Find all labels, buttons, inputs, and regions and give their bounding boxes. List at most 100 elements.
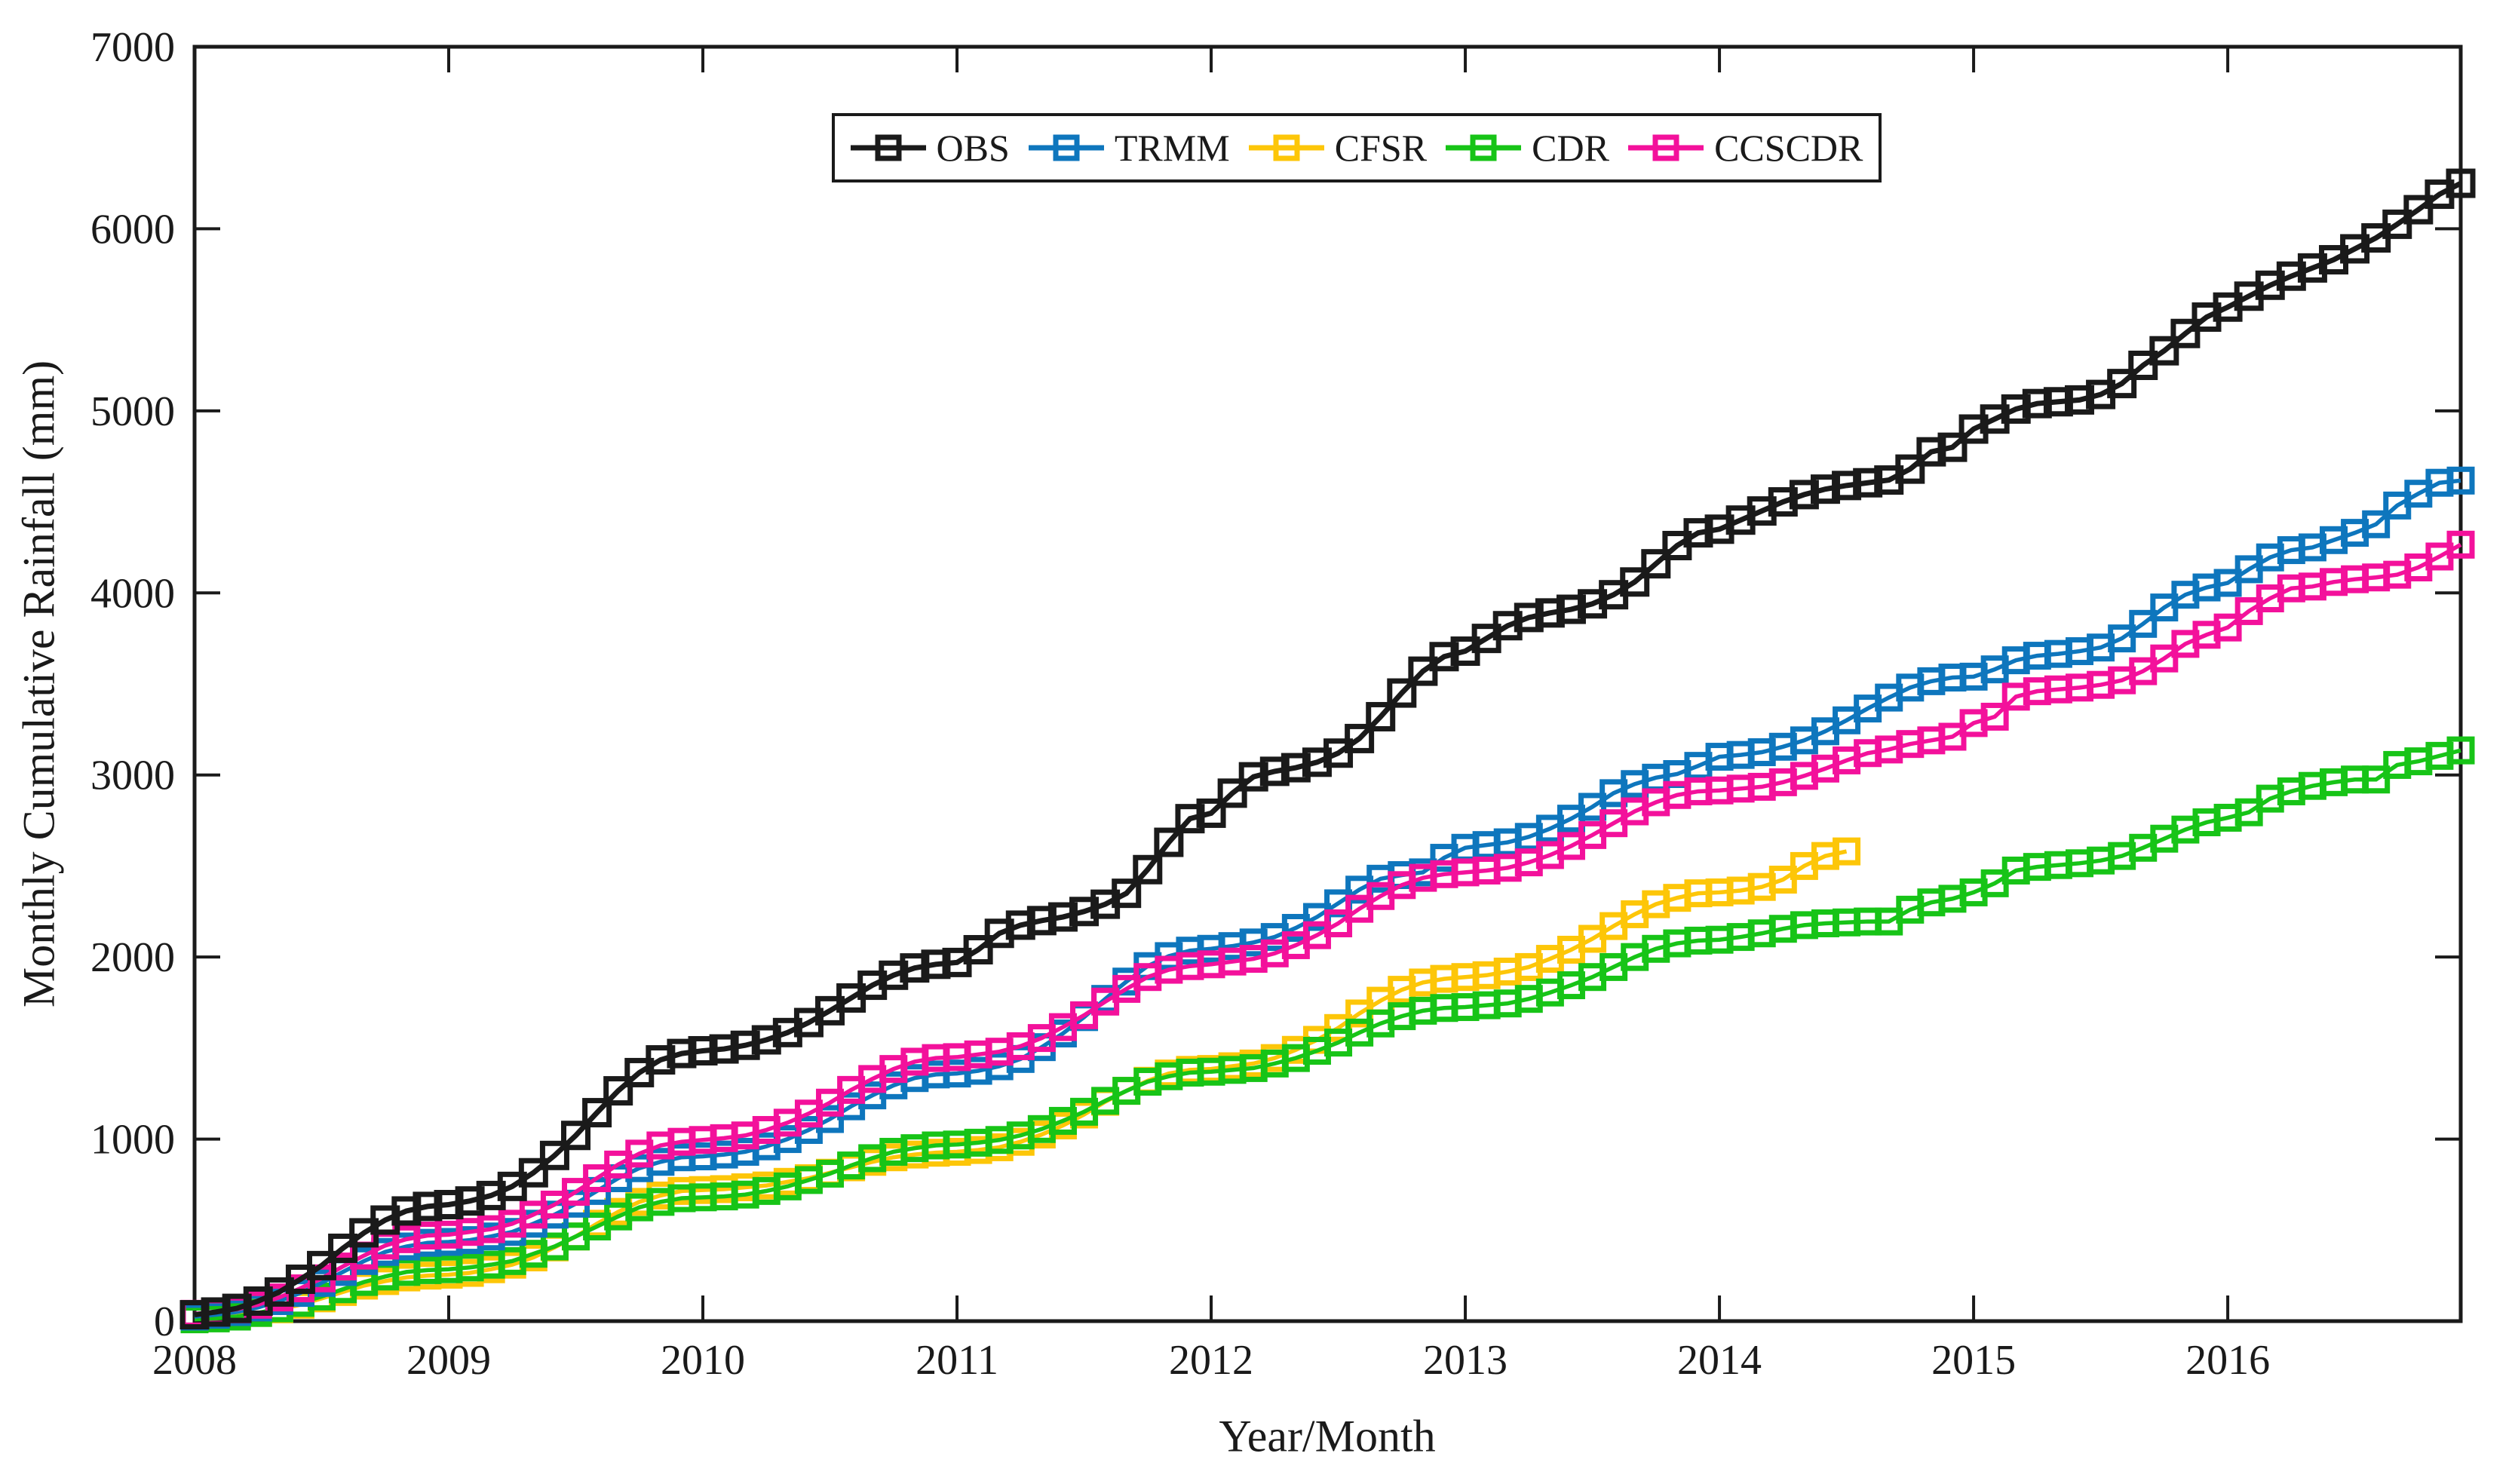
data-point-marker xyxy=(2001,394,2031,424)
x-tick-label: 2016 xyxy=(2185,1337,2270,1384)
data-point-marker xyxy=(1514,602,1544,633)
data-point-marker xyxy=(243,1286,273,1316)
data-point-marker xyxy=(1154,827,1184,857)
data-point-marker xyxy=(2108,624,2136,653)
data-point-marker xyxy=(222,1293,252,1323)
data-point-marker xyxy=(1112,878,1142,909)
data-point-marker xyxy=(2446,466,2475,495)
data-point-marker xyxy=(434,1189,464,1219)
data-point-marker xyxy=(2043,387,2073,417)
legend-cfsr-marker-icon xyxy=(1248,134,1324,161)
data-point-marker xyxy=(730,1030,760,1060)
data-point-marker xyxy=(2297,253,2327,283)
data-point-marker xyxy=(2150,644,2179,673)
x-tick-label: 2015 xyxy=(1931,1337,2016,1384)
data-point-marker xyxy=(646,1045,676,1075)
legend-cdr-marker-icon xyxy=(1446,134,1522,161)
legend-item-cfsr: CFSR xyxy=(1248,129,1427,167)
data-point-marker xyxy=(1747,496,1777,526)
data-point-marker xyxy=(2446,168,2476,198)
data-point-marker xyxy=(455,1186,485,1216)
data-point-marker xyxy=(2276,261,2306,291)
data-point-marker xyxy=(1366,701,1396,731)
data-point-marker xyxy=(1641,549,1671,579)
data-point-marker xyxy=(1302,747,1332,777)
data-point-marker xyxy=(1535,598,1565,628)
data-point-marker xyxy=(1916,437,1946,467)
data-point-marker xyxy=(879,960,909,990)
y-tick-label: 2000 xyxy=(90,934,175,981)
x-axis-title: Year/Month xyxy=(1219,1411,1436,1461)
data-point-marker xyxy=(1238,762,1268,792)
data-point-marker xyxy=(539,1140,569,1170)
data-point-marker xyxy=(2213,613,2242,642)
data-point-marker xyxy=(1853,468,1883,498)
data-point-marker xyxy=(1387,678,1417,708)
data-point-marker xyxy=(476,1180,506,1210)
data-point-marker xyxy=(2064,385,2094,415)
data-point-marker xyxy=(1620,567,1650,597)
legend-item-obs: OBS xyxy=(850,127,1010,169)
legend-obs-marker-icon xyxy=(850,134,926,161)
data-point-marker xyxy=(2362,510,2391,538)
y-tick-label: 0 xyxy=(154,1298,175,1345)
data-point-marker xyxy=(2022,388,2052,419)
y-tick-label: 4000 xyxy=(90,570,175,617)
data-point-marker xyxy=(921,949,951,980)
legend-item-cdr: CDR xyxy=(1446,129,1609,167)
data-point-marker xyxy=(391,1196,422,1226)
data-point-marker xyxy=(1704,514,1734,544)
data-point-marker xyxy=(1005,910,1035,940)
data-point-marker xyxy=(2446,736,2475,765)
data-point-marker xyxy=(688,1035,718,1065)
data-point-marker xyxy=(1556,594,1586,624)
x-tick-label: 2012 xyxy=(1169,1337,1253,1384)
data-point-marker xyxy=(328,1233,358,1263)
data-point-marker xyxy=(518,1157,548,1188)
data-point-marker xyxy=(1175,804,1205,834)
x-tick-label: 2008 xyxy=(152,1337,237,1384)
series-cdr xyxy=(180,736,2475,1334)
data-point-marker xyxy=(1281,753,1311,783)
data-point-marker xyxy=(1492,611,1523,641)
data-point-marker xyxy=(900,953,930,983)
data-point-marker xyxy=(603,1076,633,1106)
y-tick-label: 6000 xyxy=(90,206,175,253)
data-point-marker xyxy=(1026,906,1057,936)
y-axis-title: Monthly Cumulative Rainfall (mm) xyxy=(14,360,64,1008)
data-point-marker xyxy=(1259,756,1290,786)
data-point-marker xyxy=(1429,642,1459,672)
series-obs xyxy=(179,168,2476,1330)
data-point-marker xyxy=(370,1205,400,1235)
data-point-marker xyxy=(1937,432,1968,462)
legend: OBS TRMM CFSR CDR xyxy=(832,113,1882,182)
legend-label: TRMM xyxy=(1114,127,1230,169)
data-point-marker xyxy=(1133,854,1163,885)
data-point-marker xyxy=(963,934,993,964)
legend-item-trmm: TRMM xyxy=(1028,127,1230,169)
data-point-marker xyxy=(1810,474,1840,504)
data-point-marker xyxy=(709,1034,739,1064)
y-tick-label: 1000 xyxy=(90,1117,175,1164)
plot-border xyxy=(192,44,2463,1323)
data-point-marker xyxy=(2107,369,2137,399)
data-point-marker xyxy=(1217,778,1247,808)
data-point-marker xyxy=(2403,195,2434,225)
legend-label: OBS xyxy=(936,127,1010,169)
data-point-marker xyxy=(984,918,1014,949)
y-tick-label: 7000 xyxy=(90,24,175,71)
data-point-marker xyxy=(2129,609,2158,638)
x-tick-label: 2014 xyxy=(1677,1337,1762,1384)
data-point-marker xyxy=(1196,798,1226,828)
data-point-marker xyxy=(1833,837,1861,866)
x-tick-label: 2011 xyxy=(916,1337,998,1384)
data-point-marker xyxy=(1725,505,1756,535)
data-point-marker xyxy=(582,1098,612,1128)
data-point-marker xyxy=(307,1250,337,1280)
data-point-marker xyxy=(1578,589,1608,619)
data-point-marker xyxy=(1768,487,1798,517)
data-point-marker xyxy=(2362,765,2391,794)
data-point-marker xyxy=(2170,318,2201,348)
data-point-marker xyxy=(1345,723,1375,753)
